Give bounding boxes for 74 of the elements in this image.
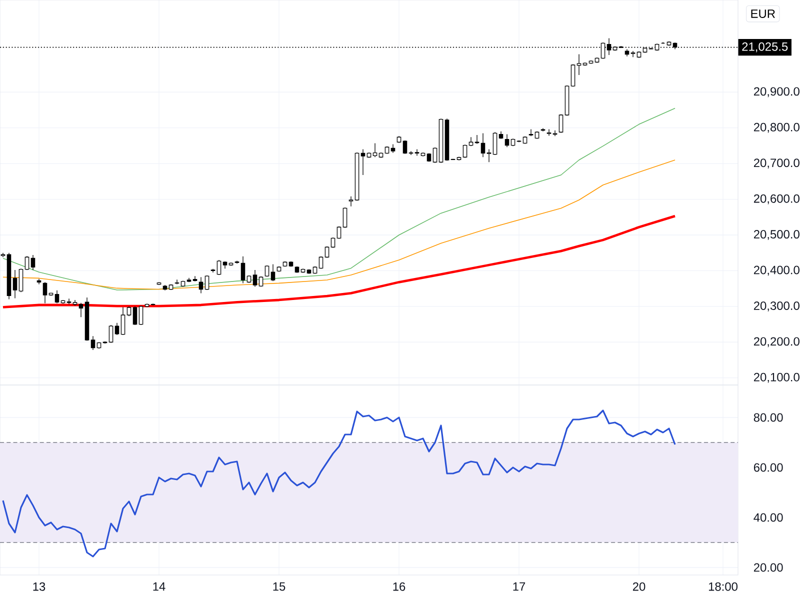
y-tick-label: 20,900.0	[754, 87, 800, 98]
candlestick	[546, 128, 552, 136]
candlestick	[108, 324, 114, 344]
candlestick	[552, 130, 558, 136]
candlestick	[252, 270, 258, 288]
y-tick-label: 20,700.0	[754, 158, 800, 168]
candlestick	[270, 264, 276, 282]
candlestick	[54, 290, 60, 304]
y-tick-label: 80.00	[754, 413, 783, 422]
x-tick-label: 16	[393, 582, 406, 591]
candlestick	[528, 128, 534, 136]
candlestick	[342, 207, 348, 228]
y-tick-label: 20.00	[754, 563, 783, 572]
candlestick	[204, 275, 210, 290]
candlestick	[24, 256, 30, 270]
candlestick	[492, 132, 498, 156]
x-tick-label: 20	[632, 582, 646, 591]
candlestick	[480, 132, 486, 158]
candlestick	[30, 254, 36, 270]
y-tick-label: 20,300.0	[754, 301, 800, 312]
candlestick	[120, 306, 126, 336]
candlestick	[348, 196, 354, 207]
y-tick-label: 20,500.0	[754, 230, 800, 240]
candlestick	[42, 282, 48, 304]
x-tick-label: 13	[33, 582, 46, 591]
candlestick	[18, 268, 24, 292]
line-series	[2, 214, 676, 308]
candlestick	[576, 54, 582, 76]
y-tick-label: 20,100.0	[754, 372, 800, 383]
ref-line-label: 21,025.5	[742, 42, 788, 52]
candlestick	[216, 260, 222, 276]
candlestick	[372, 142, 378, 158]
y-tick-label: 20,800.0	[754, 122, 800, 133]
x-tick-label: 15	[273, 582, 286, 591]
candlestick	[486, 148, 492, 162]
candlestick	[432, 147, 438, 164]
y-tick-label: 60.00	[754, 463, 783, 472]
x-tick-label: 18:00	[708, 582, 738, 591]
candlestick	[36, 278, 42, 285]
y-tick-label: 20,400.0	[754, 266, 800, 276]
candlestick	[318, 256, 324, 270]
candlestick	[414, 148, 420, 156]
candlestick	[90, 336, 96, 350]
candlestick	[240, 256, 246, 284]
candlestick	[408, 150, 414, 156]
y-tick-label: 40.00	[754, 513, 783, 522]
line-series	[2, 108, 676, 290]
candlestick	[126, 306, 132, 316]
line-series	[2, 160, 676, 290]
candlestick	[360, 148, 366, 176]
candlestick	[630, 50, 636, 58]
candlestick	[66, 298, 72, 305]
x-tick-label: 14	[153, 582, 166, 591]
candlestick	[132, 306, 138, 326]
x-tick-label: 17	[513, 582, 526, 591]
candlestick	[504, 134, 510, 148]
candlestick	[174, 279, 180, 285]
text: EUR	[751, 10, 775, 18]
candlestick	[258, 276, 264, 288]
candlestick	[198, 276, 204, 294]
candlestick	[138, 305, 144, 326]
y-tick-label: 20,600.0	[754, 194, 800, 204]
candlestick	[462, 144, 468, 158]
candlestick	[402, 140, 408, 154]
candlestick	[330, 237, 336, 248]
candlestick	[78, 302, 84, 318]
y-tick-label: 20,200.0	[754, 337, 800, 348]
candlestick	[570, 64, 576, 88]
candlestick	[336, 226, 342, 240]
candlestick	[558, 114, 564, 134]
candlestick	[324, 246, 330, 258]
candlestick	[12, 270, 18, 299]
candlestick	[192, 276, 198, 282]
candlestick	[114, 322, 120, 336]
